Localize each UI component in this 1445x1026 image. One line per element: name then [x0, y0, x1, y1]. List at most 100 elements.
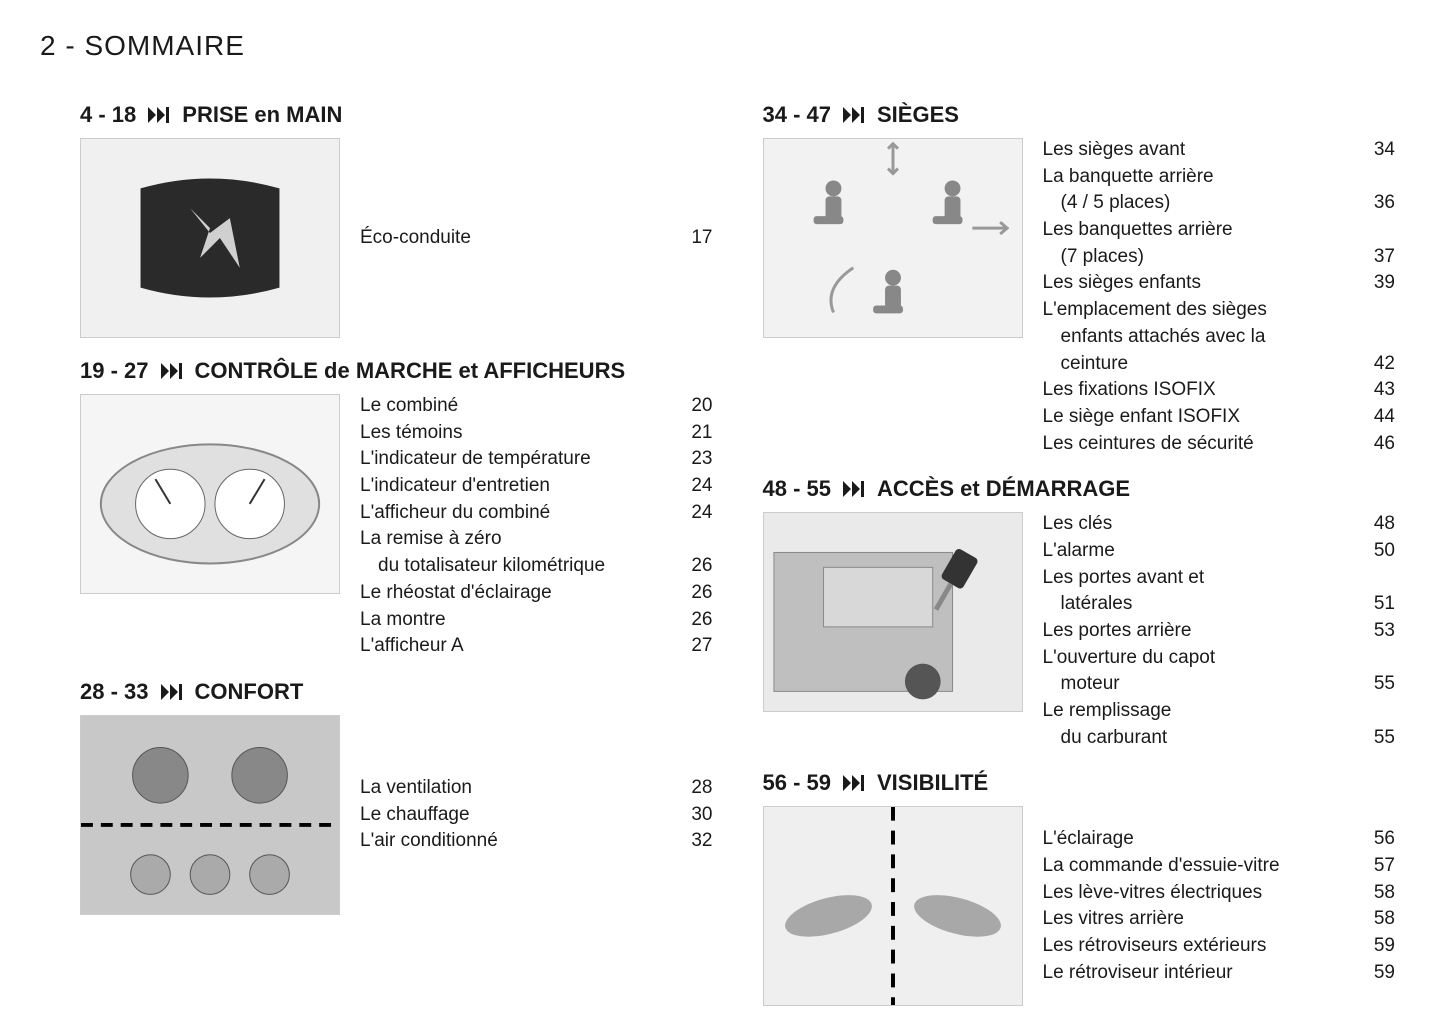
- section-body: Les clés48L'alarme50Les portes avant etl…: [763, 512, 1406, 750]
- toc-section: 4 - 18PRISE en MAIN Éco-conduite17: [80, 102, 723, 338]
- section-header: 28 - 33CONFORT: [80, 679, 723, 705]
- entry-label: Les fixations ISOFIX: [1043, 378, 1356, 403]
- toc-entry: enfants attachés avec la: [1043, 325, 1396, 350]
- entry-page: 44: [1355, 405, 1395, 430]
- toc-entry: L'emplacement des sièges: [1043, 298, 1396, 323]
- toc-entry: La commande d'essuie-vitre57: [1043, 854, 1396, 879]
- toc-entry: Éco-conduite17: [360, 226, 713, 251]
- toc-entry: (4 / 5 places)36: [1043, 191, 1396, 216]
- content-columns: 4 - 18PRISE en MAIN Éco-conduite17 19 - 27…: [40, 102, 1405, 1026]
- section-header: 4 - 18PRISE en MAIN: [80, 102, 723, 128]
- section-thumbnail: [80, 715, 340, 915]
- toc-section: 28 - 33CONFORT La ventilation28Le chauffa…: [80, 679, 723, 915]
- entry-label: L'ouverture du capot: [1043, 646, 1356, 671]
- entry-page: 50: [1355, 539, 1395, 564]
- toc-entry: L'alarme50: [1043, 539, 1396, 564]
- toc-entry: Le remplissage: [1043, 699, 1396, 724]
- entry-page: 56: [1355, 827, 1395, 852]
- section-range: 19 - 27: [80, 358, 149, 384]
- section-thumbnail: [763, 138, 1023, 338]
- section-header: 48 - 55ACCÈS et DÉMARRAGE: [763, 476, 1406, 502]
- entry-label: Les clés: [1043, 512, 1356, 537]
- toc-entry: La banquette arrière: [1043, 165, 1396, 190]
- toc-entry: Le chauffage30: [360, 803, 713, 828]
- toc-entry: Les portes avant et: [1043, 566, 1396, 591]
- entry-page: 51: [1355, 592, 1395, 617]
- entry-page: 26: [673, 581, 713, 606]
- entry-list: Le combiné20Les témoins21L'indicateur de…: [360, 394, 723, 659]
- entry-page: 34: [1355, 138, 1395, 163]
- fast-forward-icon: [161, 363, 183, 379]
- entry-label: Les rétroviseurs extérieurs: [1043, 934, 1356, 959]
- entry-list: La ventilation28Le chauffage30L'air cond…: [360, 715, 723, 915]
- toc-entry: L'air conditionné32: [360, 829, 713, 854]
- entry-page: 20: [673, 394, 713, 419]
- section-title: SIÈGES: [877, 102, 959, 128]
- toc-entry: L'indicateur de température23: [360, 447, 713, 472]
- entry-page: 55: [1355, 726, 1395, 751]
- entry-list: Éco-conduite17: [360, 138, 723, 338]
- entry-label: La commande d'essuie-vitre: [1043, 854, 1356, 879]
- entry-page: 46: [1355, 432, 1395, 457]
- entry-page: 39: [1355, 271, 1395, 296]
- entry-label: Les témoins: [360, 421, 673, 446]
- entry-label: La banquette arrière: [1043, 165, 1356, 190]
- section-title: ACCÈS et DÉMARRAGE: [877, 476, 1130, 502]
- section-body: Le combiné20Les témoins21L'indicateur de…: [80, 394, 723, 659]
- entry-page: 27: [673, 634, 713, 659]
- section-body: Les sièges avant34La banquette arrière(4…: [763, 138, 1406, 456]
- entry-list: Les clés48L'alarme50Les portes avant etl…: [1043, 512, 1406, 750]
- section-body: La ventilation28Le chauffage30L'air cond…: [80, 715, 723, 915]
- fast-forward-icon: [843, 107, 865, 123]
- section-title: PRISE en MAIN: [182, 102, 342, 128]
- section-thumbnail: [763, 806, 1023, 1006]
- section-title: CONTRÔLE de MARCHE et AFFICHEURS: [195, 358, 626, 384]
- entry-label: La montre: [360, 608, 673, 633]
- entry-page: 58: [1355, 881, 1395, 906]
- page-header: 2 - SOMMAIRE: [40, 30, 1405, 62]
- toc-section: 56 - 59VISIBILITÉ L'éclairage56La command…: [763, 770, 1406, 1006]
- entry-label: L'air conditionné: [360, 829, 673, 854]
- entry-label: La ventilation: [360, 776, 673, 801]
- entry-label: L'indicateur de température: [360, 447, 673, 472]
- section-range: 34 - 47: [763, 102, 832, 128]
- entry-label: du totalisateur kilométrique: [360, 554, 673, 579]
- toc-section: 48 - 55ACCÈS et DÉMARRAGE Les clés48L'ala…: [763, 476, 1406, 750]
- toc-entry: latérales51: [1043, 592, 1396, 617]
- entry-page: 30: [673, 803, 713, 828]
- entry-page: 32: [673, 829, 713, 854]
- entry-page: 58: [1355, 907, 1395, 932]
- entry-label: L'emplacement des sièges: [1043, 298, 1356, 323]
- entry-label: Les vitres arrière: [1043, 907, 1356, 932]
- entry-page: 53: [1355, 619, 1395, 644]
- entry-label: Les sièges enfants: [1043, 271, 1356, 296]
- entry-page: 59: [1355, 961, 1395, 986]
- toc-entry: La remise à zéro: [360, 527, 713, 552]
- toc-entry: L'afficheur A27: [360, 634, 713, 659]
- toc-entry: Les lève-vitres électriques58: [1043, 881, 1396, 906]
- toc-entry: L'éclairage56: [1043, 827, 1396, 852]
- toc-section: 34 - 47 SIÈGES Les sièges avant34La banque…: [763, 102, 1406, 456]
- toc-entry: L'indicateur d'entretien24: [360, 474, 713, 499]
- section-header: 56 - 59VISIBILITÉ: [763, 770, 1406, 796]
- toc-entry: Le rétroviseur intérieur59: [1043, 961, 1396, 986]
- entry-label: Les portes arrière: [1043, 619, 1356, 644]
- toc-entry: Le rhéostat d'éclairage26: [360, 581, 713, 606]
- entry-page: 23: [673, 447, 713, 472]
- section-range: 56 - 59: [763, 770, 832, 796]
- entry-label: Les portes avant et: [1043, 566, 1356, 591]
- entry-list: L'éclairage56La commande d'essuie-vitre5…: [1043, 806, 1406, 1006]
- entry-page: 26: [673, 608, 713, 633]
- fast-forward-icon: [148, 107, 170, 123]
- toc-entry: L'afficheur du combiné24: [360, 501, 713, 526]
- entry-list: Les sièges avant34La banquette arrière(4…: [1043, 138, 1406, 456]
- entry-page: 17: [673, 226, 713, 251]
- entry-page: 24: [673, 501, 713, 526]
- toc-entry: La ventilation28: [360, 776, 713, 801]
- left-column: 4 - 18PRISE en MAIN Éco-conduite17 19 - 27…: [80, 102, 723, 1026]
- fast-forward-icon: [843, 775, 865, 791]
- toc-entry: Le combiné20: [360, 394, 713, 419]
- entry-label: L'éclairage: [1043, 827, 1356, 852]
- toc-entry: moteur55: [1043, 672, 1396, 697]
- entry-page: 24: [673, 474, 713, 499]
